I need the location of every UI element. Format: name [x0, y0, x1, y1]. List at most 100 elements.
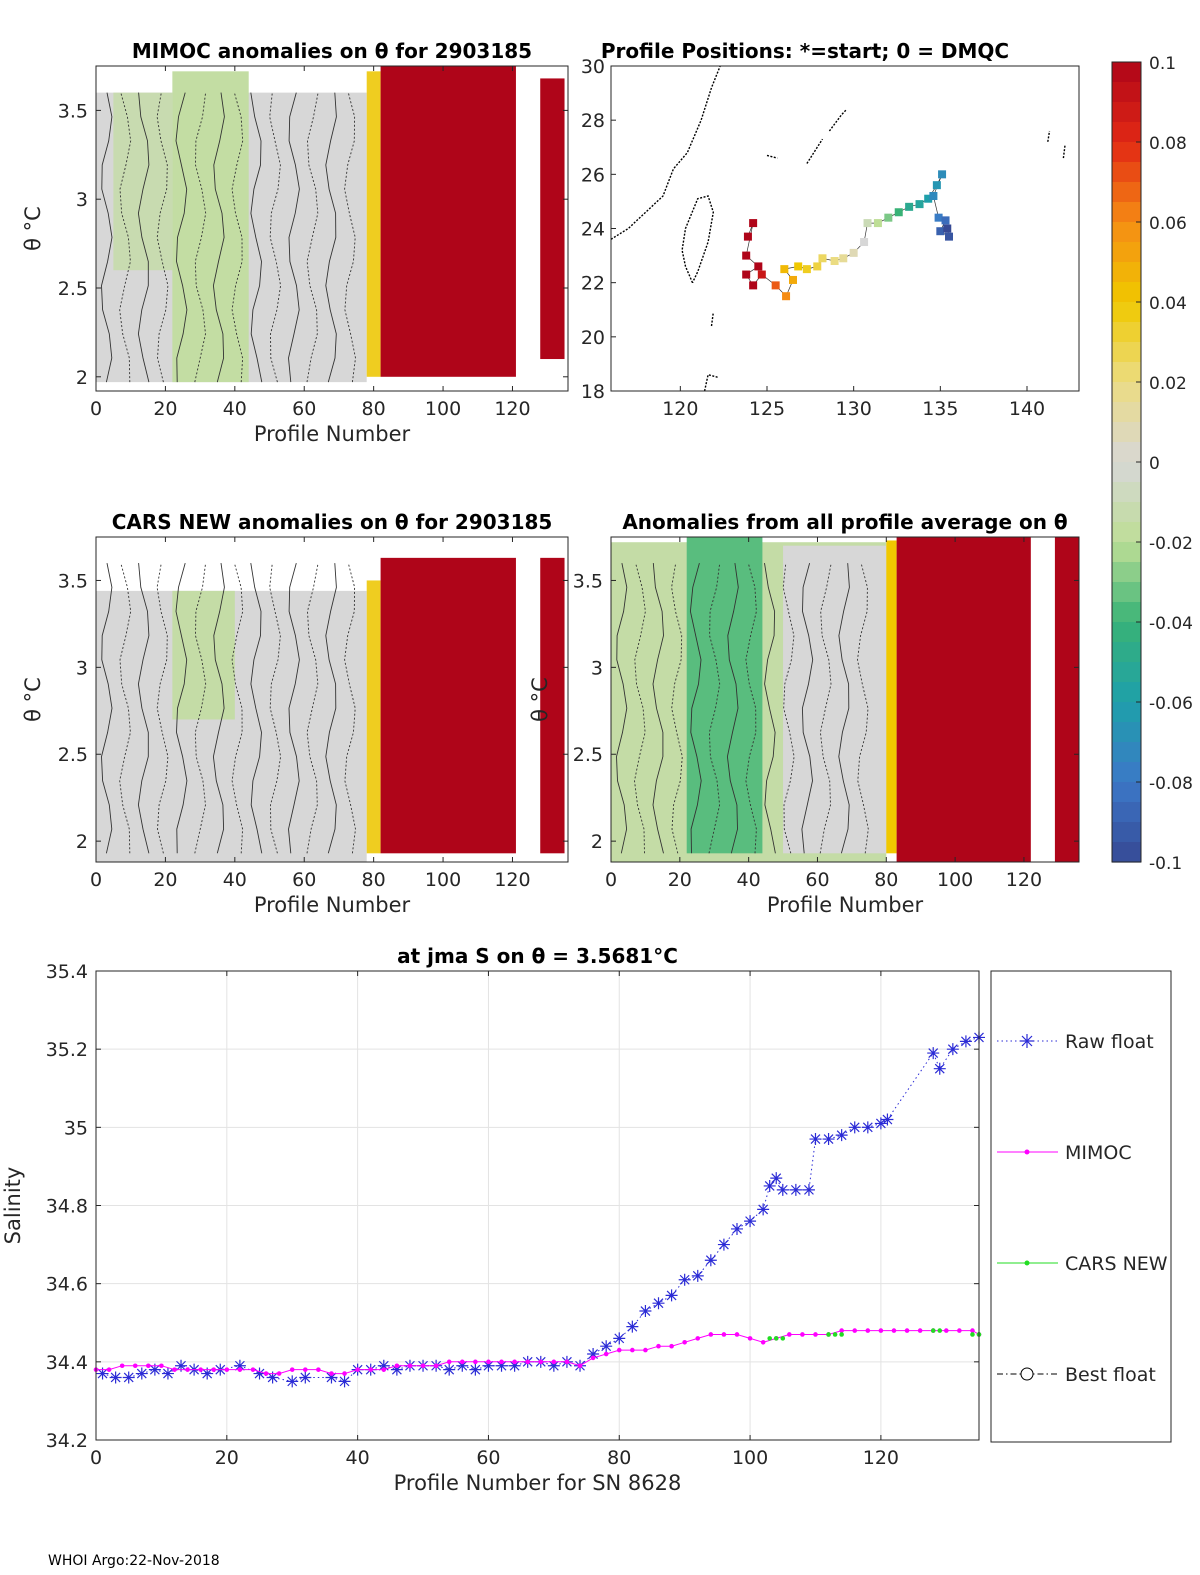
colorbar-swatch [1112, 522, 1141, 543]
mimoc-point [656, 1343, 661, 1349]
raw-float-point [390, 1363, 403, 1376]
raw-float-point [789, 1183, 802, 1196]
contour-line [838, 563, 850, 854]
y-tick-label: 24 [581, 219, 605, 241]
mimoc-point [381, 1367, 387, 1372]
chart-title: Profile Positions: *=start; 0 = DMQC [601, 39, 1009, 63]
raw-float-point [338, 1375, 351, 1388]
mimoc-point [865, 1328, 871, 1333]
anomaly-cell [540, 78, 565, 360]
x-axis-label: Profile Number [254, 422, 411, 446]
profile-position-marker [873, 219, 882, 228]
cars-new-point [839, 1332, 844, 1337]
contour-line [764, 563, 776, 854]
mimoc-point [525, 1359, 530, 1365]
contour-line [137, 92, 150, 383]
anomaly-cell [1054, 537, 1079, 862]
colorbar-swatch [1112, 542, 1141, 563]
y-axis-label: θ °C [21, 206, 45, 251]
contour-line [250, 92, 263, 383]
y-tick-label: 34.8 [46, 1196, 88, 1218]
raw-float-point [704, 1254, 717, 1267]
mimoc-point [551, 1359, 557, 1365]
profile-position-marker [782, 292, 791, 301]
x-tick-label: 80 [362, 869, 386, 891]
x-tick-label: 80 [362, 398, 386, 420]
mimoc-point [747, 1336, 753, 1341]
raw-float-point [600, 1340, 613, 1353]
colorbar-tick-label: 0.1 [1149, 54, 1176, 74]
y-tick-label: 2 [76, 367, 88, 389]
colorbar-tick-label: -0.06 [1149, 694, 1193, 714]
raw-float-point [757, 1203, 770, 1216]
profile-position-marker [932, 181, 941, 190]
raw-float-point [175, 1359, 188, 1372]
profile-position-marker [905, 202, 914, 211]
raw-float-point [717, 1238, 730, 1251]
legend-entry: CARS NEW [1065, 1253, 1168, 1275]
colorbar-swatch [1112, 462, 1141, 483]
colorbar-swatch [1112, 62, 1141, 83]
colorbar-tick-label: -0.08 [1149, 774, 1193, 794]
mimoc-point [643, 1347, 648, 1353]
raw-float-point [109, 1371, 122, 1384]
y-tick-label: 35.2 [46, 1039, 88, 1061]
mimoc-point [878, 1328, 884, 1333]
profile-position-marker [941, 216, 950, 225]
contour-line [634, 562, 646, 854]
raw-float-point [835, 1129, 848, 1142]
x-tick-label: 140 [1009, 398, 1045, 420]
anomaly-cell [366, 580, 381, 854]
raw-float-point [959, 1035, 972, 1048]
anomaly-cell [886, 540, 897, 854]
raw-float-point [135, 1367, 148, 1380]
contour-line [819, 563, 832, 854]
mimoc-point [721, 1332, 727, 1337]
contour-line [325, 92, 337, 383]
x-tick-label: 40 [737, 869, 761, 891]
cars-new-point [832, 1332, 838, 1337]
colorbar-swatch [1112, 302, 1141, 323]
contour-line [175, 562, 188, 854]
profile-position-marker [863, 219, 872, 228]
colorbar-swatch [1112, 762, 1141, 783]
colorbar-swatch [1112, 502, 1141, 523]
contour-line [137, 563, 150, 854]
raw-float-point [652, 1297, 665, 1310]
mimoc-point [185, 1367, 190, 1372]
raw-float-point [547, 1359, 560, 1372]
legend-entry: MIMOC [1065, 1142, 1132, 1164]
mimoc-point [316, 1367, 321, 1372]
x-tick-label: 20 [668, 869, 692, 891]
axes-salinity: 0 20 40 60 80 100 120 34.2 34.4 34.6 34.8 35 35.2 35.… [1, 944, 985, 1495]
x-tick-label: 100 [425, 398, 461, 420]
anomaly-cell [540, 557, 565, 854]
profile-position-marker [938, 170, 947, 179]
raw-float-point [456, 1359, 469, 1372]
legend-marker [1024, 1149, 1030, 1155]
profile-position-marker [943, 224, 952, 233]
legend-entry: Best float [1065, 1364, 1156, 1386]
raw-float-point [678, 1273, 691, 1286]
contour-line [212, 92, 225, 383]
raw-float-point [946, 1043, 959, 1056]
mimoc-point [904, 1328, 910, 1333]
profile-position-marker [749, 281, 758, 290]
coastline [766, 154, 778, 159]
raw-float-point [508, 1359, 521, 1372]
x-tick-label: 40 [346, 1447, 370, 1469]
contour-line [671, 563, 683, 854]
profile-position-marker [884, 213, 893, 222]
contour-line [156, 563, 169, 854]
profile-position-marker [936, 227, 945, 236]
colorbar-swatch [1112, 262, 1141, 283]
mimoc-point [630, 1347, 635, 1353]
legend: Raw float MIMOC CARS NEW Best float [990, 970, 1172, 1443]
cars-new-point [773, 1336, 779, 1341]
contour-line [344, 562, 356, 854]
colorbar-swatch [1112, 102, 1141, 123]
x-tick-label: 120 [1006, 869, 1042, 891]
y-tick-label: 34.6 [46, 1274, 88, 1296]
x-tick-label: 40 [223, 398, 247, 420]
